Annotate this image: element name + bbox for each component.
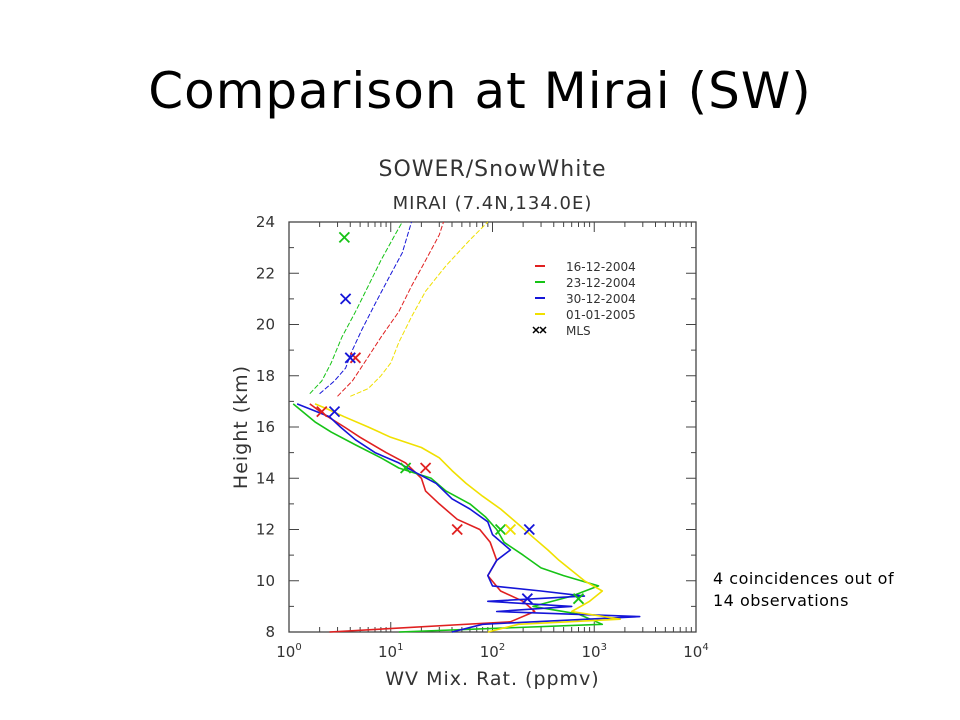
mls-marker bbox=[504, 523, 517, 536]
y-tick-label: 20 bbox=[256, 316, 275, 334]
mls-marker bbox=[451, 523, 463, 536]
mls-marker bbox=[521, 593, 533, 605]
mls-marker bbox=[338, 231, 350, 244]
series-upper-line-1 bbox=[337, 221, 444, 397]
x-tick-label: 101 bbox=[378, 642, 403, 661]
legend-label: 16-12-2004 bbox=[566, 260, 636, 274]
y-tick-label: 22 bbox=[256, 264, 275, 282]
y-axis-label: Height (km) bbox=[230, 365, 252, 489]
series-line-2 bbox=[292, 403, 604, 633]
series-upper-line-3 bbox=[319, 221, 412, 395]
y-tick-label: 16 bbox=[256, 418, 275, 436]
legend-label: 30-12-2004 bbox=[566, 292, 636, 306]
legend-label: MLS bbox=[566, 324, 591, 338]
y-tick-label: 8 bbox=[265, 623, 275, 641]
y-tick-label: 14 bbox=[256, 469, 275, 487]
chart-subtitle: MIRAI (7.4N,134.0E) bbox=[393, 193, 593, 214]
x-axis-label: WV Mix. Rat. (ppmv) bbox=[385, 668, 599, 690]
x-tick-label: 104 bbox=[683, 642, 708, 661]
mls-marker-stroke bbox=[494, 523, 507, 536]
series-line-1 bbox=[309, 403, 536, 633]
coincidence-note: 4 coincidences out of 14 observations bbox=[713, 568, 894, 612]
mls-marker-stroke bbox=[572, 593, 585, 605]
mls-marker-stroke bbox=[349, 352, 362, 364]
mls-marker-stroke bbox=[521, 593, 533, 605]
y-tick-label: 12 bbox=[256, 521, 275, 539]
mls-marker-stroke bbox=[339, 293, 352, 305]
mls-marker-stroke bbox=[338, 231, 350, 244]
slide-title: Comparison at Mirai (SW) bbox=[148, 62, 812, 120]
mls-marker bbox=[494, 523, 507, 536]
note-line-2: 14 observations bbox=[713, 591, 849, 610]
mls-marker bbox=[349, 352, 362, 364]
note-line-1: 4 coincidences out of bbox=[713, 569, 895, 588]
mls-marker bbox=[572, 593, 585, 605]
mls-marker bbox=[339, 293, 352, 305]
mls-marker bbox=[328, 405, 341, 418]
mls-marker bbox=[419, 462, 432, 474]
legend-label: 01-01-2005 bbox=[566, 308, 636, 322]
mls-marker bbox=[344, 352, 356, 364]
legend-mls-marker bbox=[532, 326, 540, 334]
legend-mls-marker bbox=[539, 326, 547, 334]
x-tick-label: 100 bbox=[276, 642, 301, 661]
mls-marker bbox=[316, 405, 328, 418]
mls-marker bbox=[523, 523, 535, 536]
mls-marker-stroke bbox=[344, 352, 356, 364]
mls-marker-stroke bbox=[451, 523, 463, 536]
mls-marker bbox=[399, 462, 412, 474]
series-line-3 bbox=[296, 403, 641, 633]
mls-marker-stroke bbox=[523, 523, 535, 536]
mls-marker-stroke bbox=[419, 462, 432, 474]
mls-marker-stroke bbox=[504, 523, 517, 536]
chart-title: SOWER/SnowWhite bbox=[379, 157, 607, 182]
legend-label: 23-12-2004 bbox=[566, 276, 636, 290]
series-upper-line-4 bbox=[350, 221, 489, 397]
series-line-4 bbox=[314, 403, 622, 633]
mls-marker-stroke bbox=[316, 405, 328, 418]
mls-marker-stroke bbox=[328, 405, 341, 418]
y-tick-label: 24 bbox=[256, 213, 275, 231]
mls-marker-stroke bbox=[399, 462, 412, 474]
x-tick-label: 102 bbox=[480, 642, 505, 661]
x-tick-label: 103 bbox=[582, 642, 607, 661]
y-tick-label: 18 bbox=[256, 367, 275, 385]
series-upper-line-2 bbox=[309, 221, 403, 395]
y-tick-label: 10 bbox=[256, 572, 275, 590]
